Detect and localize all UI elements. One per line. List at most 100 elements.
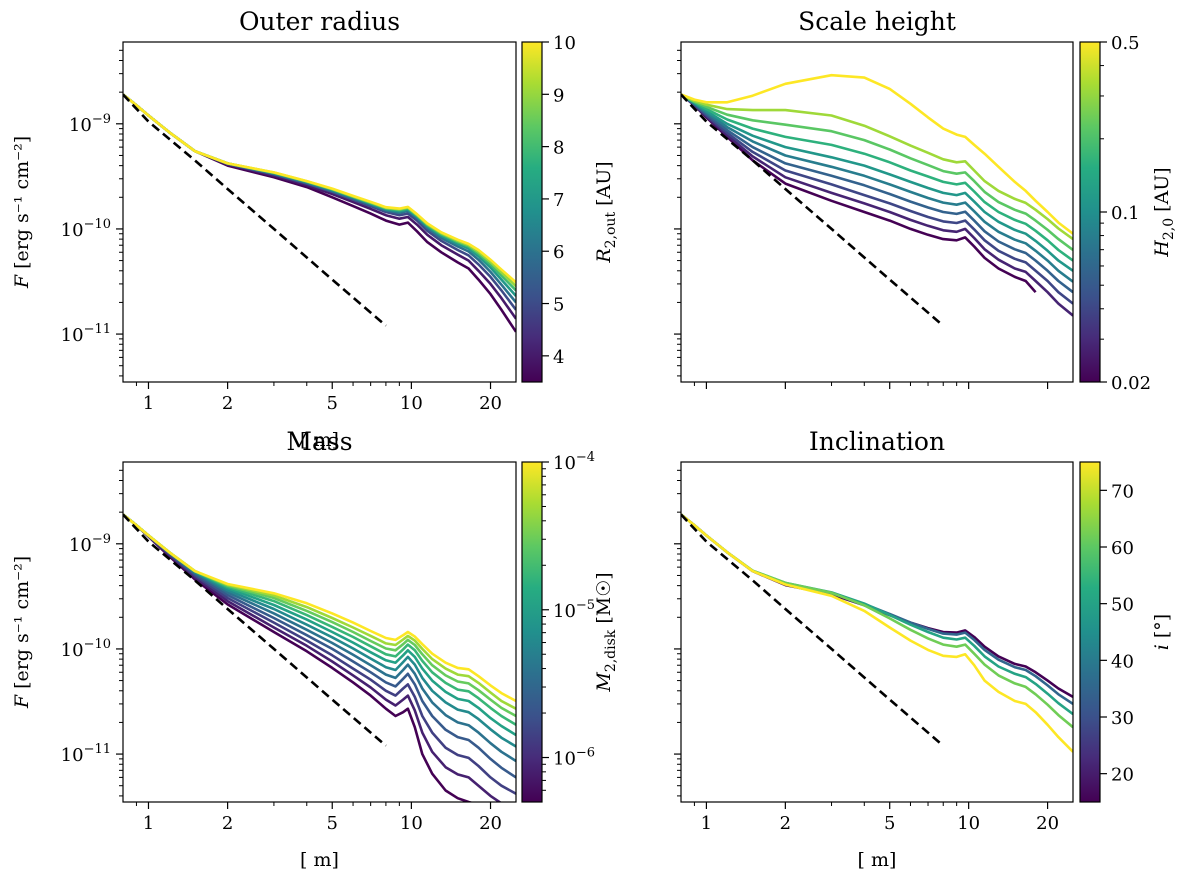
y-tick-label: 10−10 [61, 217, 111, 241]
x-tick-label: 5 [884, 813, 895, 834]
y-tick-label: 10−9 [69, 532, 111, 556]
series-line [123, 513, 516, 710]
x-tick-label: 20 [479, 393, 502, 414]
panel-title: Mass [286, 427, 352, 456]
series-line [123, 93, 516, 284]
series-line [681, 513, 1073, 699]
x-tick-label: 10 [957, 813, 980, 834]
colorbar-label: M2,disk [M☉] [593, 572, 619, 692]
colorbar-tick-label: 8 [553, 138, 564, 159]
series-line [123, 93, 516, 320]
colorbar-tick-label: 10−4 [553, 450, 595, 474]
photosphere-line [681, 513, 945, 747]
series-line [123, 513, 516, 726]
series-line [123, 93, 516, 304]
axes-frame [680, 461, 1074, 803]
y-tick-label: 10−10 [61, 637, 111, 661]
series-line [123, 513, 516, 779]
colorbar-tick-label: 4 [553, 347, 564, 368]
series-line [681, 513, 1073, 753]
series-line [123, 93, 516, 311]
x-axis-label: [ m] [300, 849, 339, 871]
series-line [681, 73, 1073, 235]
colorbar-tick-label: 6 [553, 242, 564, 263]
x-tick-label: 1 [143, 813, 154, 834]
colorbar: 20 30 40 50 60 70 i [°] [1079, 461, 1173, 803]
series-line [123, 93, 516, 297]
y-tick-label: 10−9 [69, 112, 111, 136]
series-line [681, 93, 1037, 294]
colorbar-label: R2,out [AU] [593, 161, 619, 263]
series-line [123, 513, 516, 718]
colorbar: 10−6 10−5 10−4 M2,disk [M☉] [521, 450, 619, 803]
photosphere-line [123, 513, 387, 747]
series-line [681, 93, 1073, 283]
y-axis-label: F [erg s⁻¹ cm⁻²] [11, 556, 33, 709]
x-tick-label: 2 [222, 813, 233, 834]
colorbar-gradient [1079, 41, 1101, 383]
series-line [681, 93, 1073, 252]
colorbar-tick-label: 20 [1111, 765, 1134, 786]
x-tick-label: 1 [701, 813, 712, 834]
axes-frame [122, 41, 517, 383]
axes-frame [122, 461, 517, 803]
colorbar-gradient [521, 461, 543, 803]
x-tick-label: 2 [222, 393, 233, 414]
colorbar-tick-label: 10−5 [553, 598, 595, 622]
panel-title: Outer radius [239, 7, 400, 36]
photosphere-line [681, 93, 945, 327]
panel-inclination: Inclination 1 2 5 10 20 [ m] 20 30 40 50 60 70 i [°] [674, 427, 1173, 871]
x-tick-label: 2 [780, 813, 791, 834]
colorbar-tick-label: 0.02 [1111, 373, 1151, 394]
series-group [681, 73, 1073, 327]
series-line [681, 513, 1073, 729]
colorbar: 4 5 6 7 8 9 10 R2,out [AU] [521, 33, 619, 383]
colorbar-gradient [521, 41, 543, 383]
x-tick-label: 20 [479, 813, 502, 834]
axes-frame [680, 41, 1074, 383]
colorbar: 0.02 0.1 0.5 H2,0 [AU] [1079, 33, 1177, 394]
y-axis-label: F [erg s⁻¹ cm⁻²] [11, 136, 33, 289]
colorbar-tick-label: 60 [1111, 538, 1134, 559]
x-tick-label: 10 [400, 393, 423, 414]
y-tick-label: 10−11 [61, 322, 111, 346]
series-line [681, 93, 1073, 294]
panel-title: Scale height [798, 7, 956, 36]
x-tick-label: 5 [327, 813, 338, 834]
panel-outer-radius: Outer radius 1 2 5 10 20 10−9 10−10 10−11 [ m] F [… [11, 7, 619, 451]
x-tick-label: 5 [327, 393, 338, 414]
colorbar-tick-label: 9 [553, 85, 564, 106]
series-line [123, 513, 502, 802]
colorbar-tick-label: 50 [1111, 595, 1134, 616]
series-line [681, 93, 1073, 272]
colorbar-tick-label: 5 [553, 295, 564, 316]
series-line [681, 93, 1073, 317]
colorbar-label: i [°] [1151, 614, 1173, 650]
panel-title: Inclination [809, 427, 945, 456]
colorbar-tick-label: 7 [553, 190, 564, 211]
colorbar-tick-label: 10−6 [553, 746, 595, 770]
x-tick-label: 10 [400, 813, 423, 834]
x-axis-label: [ m] [858, 849, 897, 871]
x-tick-label: 1 [143, 393, 154, 414]
x-tick-label: 20 [1036, 813, 1059, 834]
colorbar-gradient [1079, 461, 1101, 803]
series-line [681, 93, 1073, 305]
colorbar-label: H2,0 [AU] [1151, 167, 1177, 257]
series-group [681, 513, 1073, 753]
panel-scale-height: Scale height 0.02 0.1 0.5 H2,0 [AU] [674, 7, 1177, 394]
x-axis-label: [ m] [300, 429, 339, 451]
colorbar-tick-label: 30 [1111, 708, 1134, 729]
series-line [123, 513, 516, 737]
series-line [681, 93, 1073, 241]
colorbar-tick-label: 0.5 [1111, 33, 1140, 54]
series-line [681, 93, 1073, 262]
series-group [123, 93, 516, 333]
series-line [123, 513, 516, 748]
photosphere-line [123, 93, 387, 327]
series-line [123, 513, 516, 763]
colorbar-tick-label: 0.1 [1111, 203, 1140, 224]
series-line [123, 513, 516, 703]
panel-mass: Mass 1 2 5 10 20 10−9 10−10 10−11 [ m] F [erg s⁻¹ … [11, 427, 619, 871]
